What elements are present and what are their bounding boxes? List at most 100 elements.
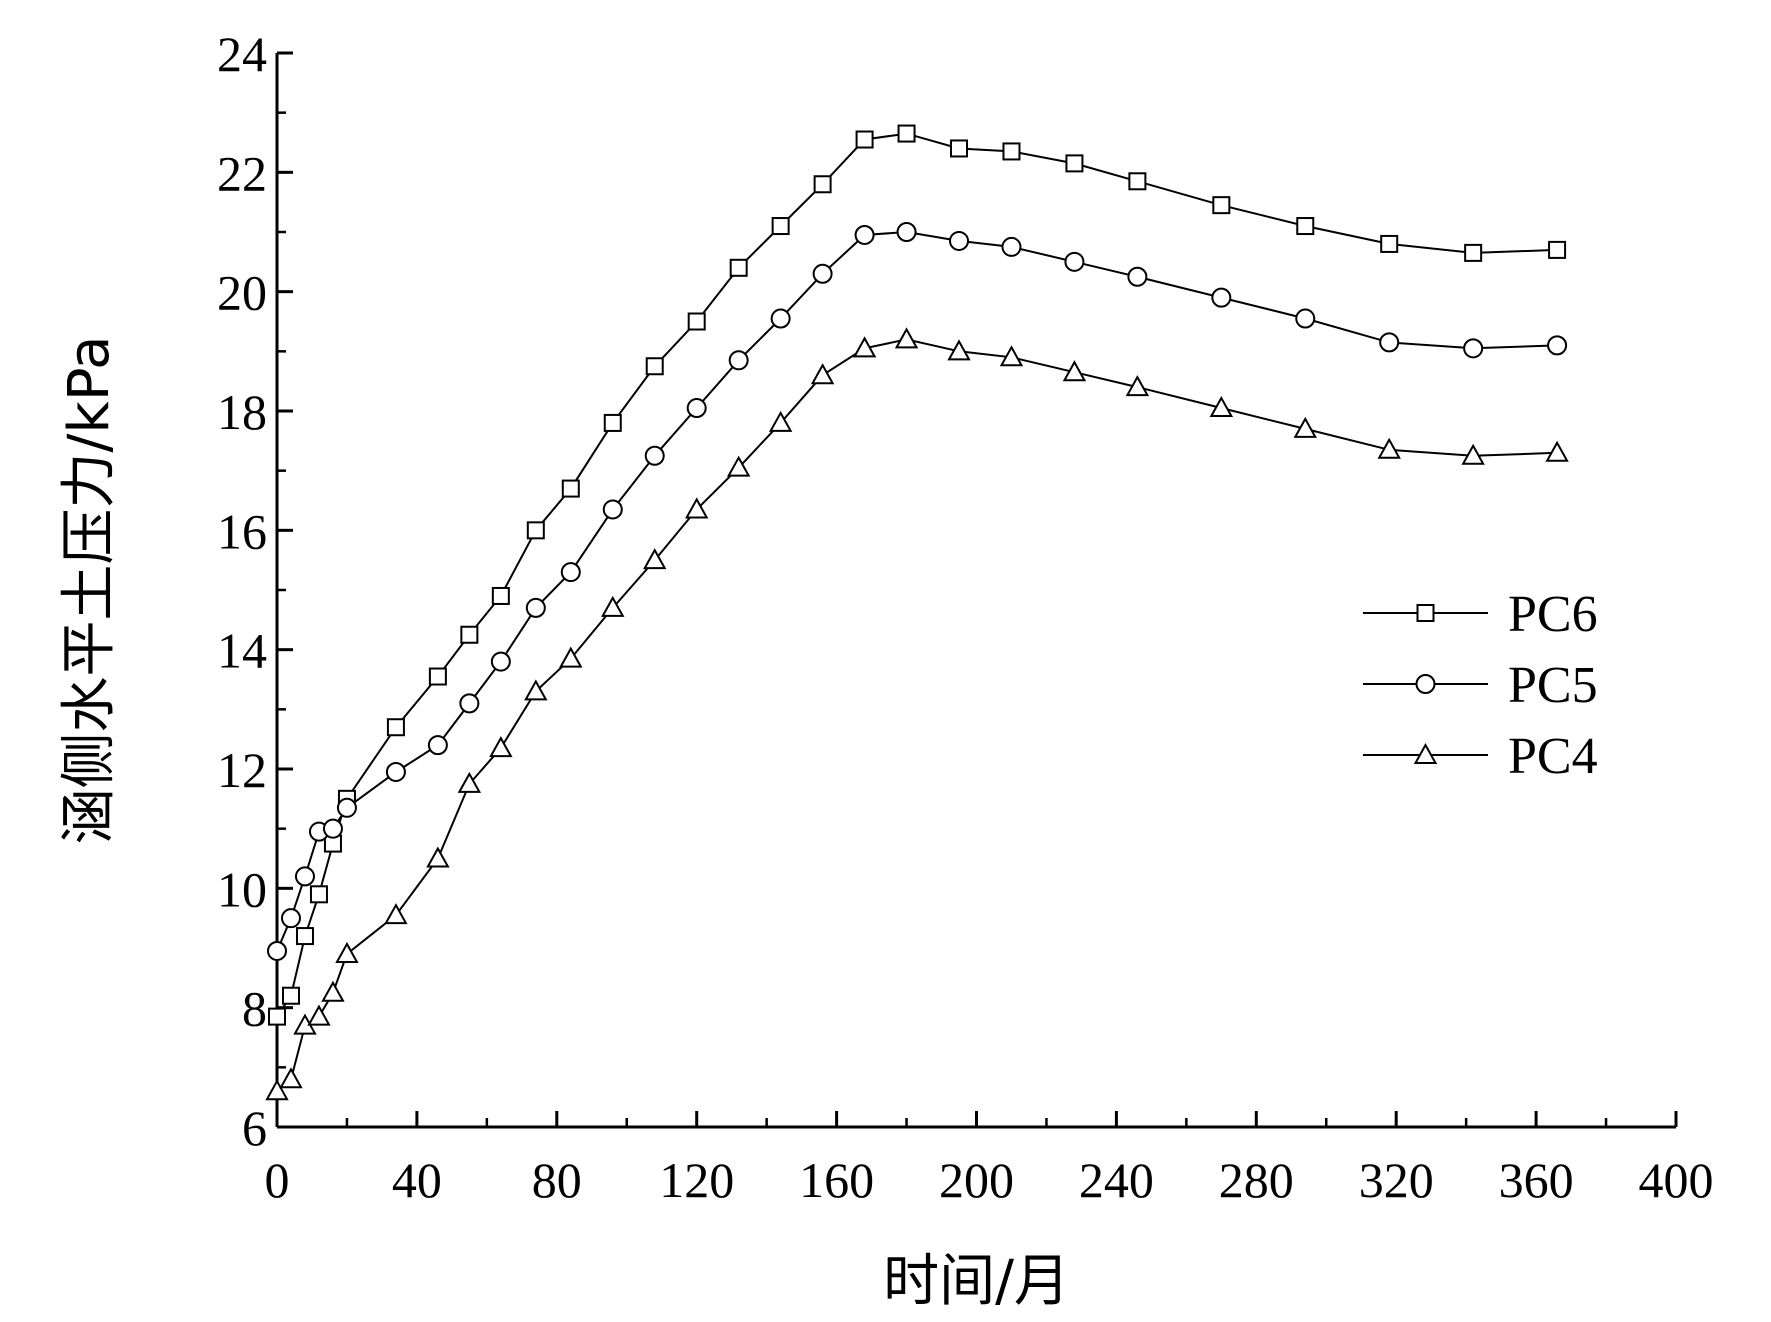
y-tick-label: 20 [217,265,267,321]
data-point-marker [267,940,287,961]
y-tick-label: 16 [217,503,267,559]
data-point-marker [643,548,667,570]
axes [275,53,1676,1129]
x-tick-label: 160 [799,1152,874,1208]
data-point-marker [336,797,357,818]
data-point-marker [385,761,406,782]
legend-marker [1416,604,1435,622]
y-tick-label: 14 [217,623,267,679]
data-point-marker [687,312,706,331]
data-point-marker [947,339,971,361]
data-point-marker [427,735,448,756]
data-point-marker [384,903,408,925]
data-point-marker [490,651,511,672]
series-layer [265,124,1569,1101]
data-point-marker [1547,335,1568,356]
data-point-marker [1293,416,1317,438]
data-point-marker [1296,217,1315,236]
data-point-marker [1064,251,1085,272]
data-point-marker [1127,266,1148,287]
data-point-marker [524,679,548,701]
data-point-marker [897,124,916,143]
data-point-marker [1295,308,1316,329]
data-point-marker [1062,360,1087,382]
data-point-marker [644,445,665,466]
data-point-marker [854,224,875,245]
data-point-marker [1065,154,1084,173]
data-point-marker [950,139,969,158]
data-point-marker [268,1007,286,1026]
data-point-marker [335,941,359,963]
data-point-marker [726,455,751,477]
x-tick-label: 80 [532,1152,582,1208]
legend: PC6 PC5 PC4 [1363,586,1598,785]
data-point-marker [525,597,546,618]
data-point-marker [459,693,480,714]
data-point-marker [1379,332,1400,353]
data-point-marker [560,562,581,583]
series-pc5 [267,222,1568,961]
data-point-marker [1211,287,1232,308]
data-point-marker [559,646,583,668]
data-point-marker [603,413,622,432]
y-tick-label: 22 [217,145,267,201]
legend-marker [1413,742,1438,764]
data-point-marker [1002,142,1021,161]
data-point-marker [426,846,450,868]
data-point-marker [768,410,793,432]
data-point-marker [1545,440,1569,462]
data-point-marker [1461,443,1485,465]
data-point-marker [813,175,832,194]
data-point-marker [322,818,343,839]
series-line [276,338,1558,1092]
data-point-marker [601,595,625,617]
data-point-marker [1463,338,1484,359]
data-point-marker [457,771,482,793]
data-point-marker [309,885,328,904]
data-point-marker [1209,395,1234,418]
data-point-marker [771,217,790,236]
data-point-marker [491,586,510,605]
data-point-marker [602,499,623,520]
data-point-marker [279,1067,303,1089]
data-point-marker [321,980,345,1002]
data-point-marker [1125,375,1150,397]
data-point-marker [489,736,513,758]
data-point-marker [1128,172,1147,191]
x-tick-label: 360 [1499,1152,1574,1208]
x-tick-label: 240 [1079,1152,1154,1208]
data-point-marker [729,258,748,277]
data-point-marker [645,357,664,376]
legend-item-pc6: PC6 [1363,586,1598,643]
data-point-marker [280,908,301,929]
data-point-marker [526,521,545,540]
data-point-marker [1380,234,1399,253]
data-point-marker [812,263,833,284]
series-pc4 [265,327,1569,1101]
y-tick-label: 18 [217,384,267,440]
y-tick-label: 8 [242,981,267,1037]
y-tick-label: 24 [217,26,267,82]
data-point-marker [728,350,749,371]
x-axis-ticks: 0 40 80 120 160 200 240 280 320 360 400 [265,1111,1714,1208]
x-tick-label: 40 [392,1152,442,1208]
y-tick-label: 12 [217,742,267,798]
x-tick-label: 200 [939,1152,1014,1208]
data-point-marker [770,308,791,329]
y-tick-label: 10 [217,861,267,917]
data-point-marker [686,398,707,419]
data-point-marker [460,625,479,644]
x-tick-label: 120 [659,1152,734,1208]
data-point-marker [949,230,970,251]
data-point-marker [896,222,917,242]
data-point-marker [428,667,447,686]
x-tick-label: 0 [265,1152,290,1208]
series-line [276,230,1558,952]
y-axis-title: 涵侧水平土压力/kPa [57,336,122,845]
data-point-marker [855,130,874,149]
data-point-marker [999,345,1024,367]
legend-marker [1415,674,1436,694]
data-point-marker [810,363,835,385]
x-tick-label: 320 [1359,1152,1434,1208]
data-point-marker [1548,240,1567,259]
